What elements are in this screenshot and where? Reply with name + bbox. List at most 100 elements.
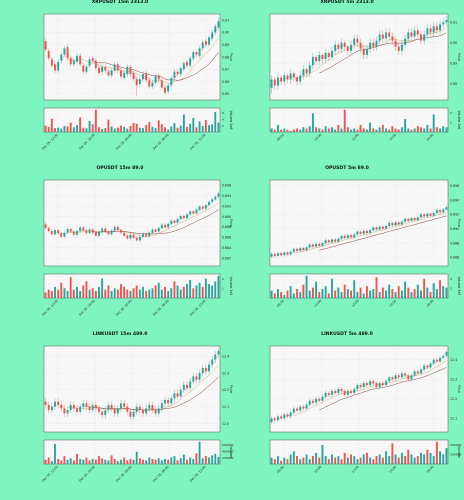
volume-bar [286,459,289,464]
candle-body [164,399,166,404]
volume-bar [353,280,356,298]
volume-bar [423,454,426,464]
volume-bar [356,459,359,464]
candle-body [369,42,372,49]
candle-body [63,232,66,237]
candle-body [214,26,217,33]
opusdt-5m-chart-panel: OPUSDT 5m 89.0 0.686 0.688 0.690 0.692 0.694… [234,166,461,332]
candle-body [132,411,135,417]
volume-bar [276,289,279,298]
candle-body [60,233,63,237]
candle-body [289,251,292,255]
candle-body [321,396,324,401]
candle-body [359,231,362,234]
volume-bar [69,458,72,464]
candle-body [435,359,438,362]
candle-body [91,229,94,233]
volume-tick-label: 1 [222,287,224,291]
volume-bar [420,127,422,132]
linkusdt-5m-chart: 12.1 12.2 12.3 12.4 08:00 10:00 12:00 14:00 16:0… [269,345,462,474]
candle-body [157,227,160,232]
volume-bar [79,458,82,464]
volume-bar [378,454,381,464]
candle-body [154,410,157,414]
linkusdt-15m-chart-panel: LINKUSDT 15m 489.0 12.0 12.1 12.2 12.3 12.4 D… [8,332,234,498]
x-tick-label: 10:00 [313,133,322,142]
x-tick-label: 16:00 [426,465,435,474]
volume-bar [346,289,349,298]
volume-bar [302,284,305,298]
volume-bar [79,291,82,298]
x-tick-label: Dec 05, 06:00 [152,133,170,151]
volume-bar [120,284,122,298]
volume-bar [286,129,289,132]
price-tick-label: 0.692 [450,213,459,217]
candle-body [129,411,132,417]
candle-body [410,32,413,37]
volume-bar [359,287,362,298]
volume-bar [101,278,104,298]
volume-bar [170,126,173,132]
candle-body [50,406,53,411]
volume-bar [57,289,60,298]
volume-bar [340,292,343,298]
volume-bar [356,292,359,298]
candle-body [57,61,60,71]
volume-bar [157,120,160,132]
price-tick-label: 12.1 [222,405,229,409]
x-tick-label: Dec 05, 12:00 [189,299,207,317]
volume-bar [299,292,302,298]
candle-body [195,209,198,214]
candle-body [116,226,119,231]
candle-body [445,20,448,23]
volume-bar [135,451,138,464]
price-tick-label: 0.90 [450,41,457,45]
candle-body [211,359,214,365]
volume-tick-label: 2 [222,277,224,281]
price-axis-label: Price [457,385,461,393]
price-tick-label: 12.2 [450,397,457,401]
volume-bar [129,291,132,298]
volume-bar [426,287,429,298]
volume-bar [270,457,273,464]
candle-body [375,227,378,230]
volume-bar [397,286,400,298]
opusdt-15m-chart-panel: OPUSDT 15m 89.0 0.682 0.684 0.686 0.688 0.69… [8,166,233,332]
volume-bar [85,281,88,298]
volume-bar [350,454,353,464]
candle-body [104,410,107,416]
price-tick-label: 0.688 [450,241,459,245]
candle-body [276,77,279,86]
volume-bar [157,282,160,298]
volume-bar [381,287,384,298]
candle-body [280,416,283,419]
candle-body [273,79,276,86]
candle-body [292,408,295,413]
volume-bar [321,289,324,298]
volume-bar [388,456,391,464]
candle-body [388,223,391,226]
volume-bar [123,457,126,464]
volume-bar [289,130,292,132]
volume-bar [311,113,314,132]
candle-body [47,50,50,59]
volume-bar [170,457,173,464]
candle-body [132,72,135,80]
candle-body [66,47,69,59]
volume-bar [57,127,60,132]
volume-bar [420,290,422,298]
candle-body [334,239,337,242]
volume-bar [54,443,56,464]
candle-body [91,58,94,61]
candle-body [423,365,426,370]
volume-bar [151,288,154,298]
candle-body [346,235,349,239]
candle-body [378,226,381,230]
candle-body [113,408,116,414]
volume-bar [148,457,151,464]
volume-bar [154,128,157,132]
volume-bar [296,456,298,464]
volume-bar [321,444,324,464]
price-tick-label: 12.1 [450,417,457,421]
candle-body [98,68,100,73]
